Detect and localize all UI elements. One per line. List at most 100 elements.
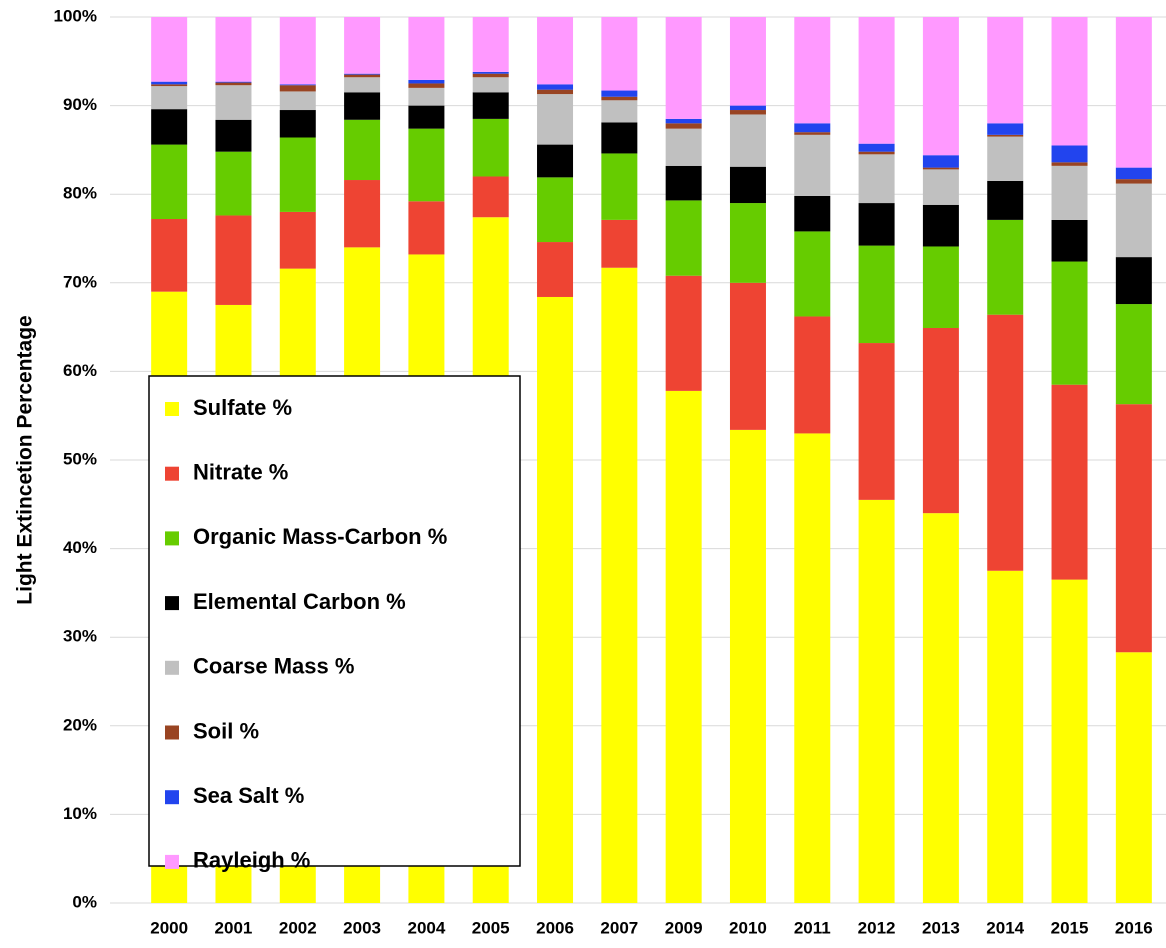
- y-tick-label: 90%: [63, 95, 97, 114]
- bar-segment: [601, 96, 638, 101]
- bar-segment: [601, 153, 638, 220]
- y-tick-label: 50%: [63, 449, 97, 468]
- bar-segment: [344, 119, 381, 181]
- x-tick-label: 2012: [858, 918, 896, 937]
- bar-segment: [344, 180, 381, 248]
- x-tick-label: 2002: [279, 918, 317, 937]
- bar-segment: [794, 17, 831, 124]
- bar-segment: [472, 71, 509, 74]
- bar-segment: [1051, 165, 1088, 220]
- bar-segment: [794, 132, 831, 135]
- bar-segment: [537, 177, 574, 243]
- bar-segment: [601, 267, 638, 903]
- x-tick-label: 2001: [215, 918, 253, 937]
- bar-segment: [215, 17, 252, 82]
- bar-segment: [665, 118, 702, 124]
- x-tick-label: 2014: [986, 918, 1024, 937]
- bar-segment: [1115, 179, 1152, 184]
- bar-segment: [794, 123, 831, 133]
- bar-segment: [1051, 17, 1088, 146]
- bar-segment: [987, 123, 1024, 135]
- y-tick-label: 10%: [63, 804, 97, 823]
- legend-swatch: [165, 790, 179, 805]
- y-tick-label: 70%: [63, 272, 97, 291]
- bar-segment: [344, 77, 381, 93]
- bar-segment: [279, 110, 316, 138]
- bar-segment: [1115, 652, 1152, 903]
- bar-segment: [408, 83, 445, 88]
- legend-swatch: [165, 854, 179, 869]
- bar-segment: [408, 128, 445, 202]
- bar-segment: [601, 90, 638, 97]
- y-tick-label: 30%: [63, 627, 97, 646]
- bar-segment: [408, 87, 445, 106]
- legend-box: [148, 375, 521, 867]
- bar-segment: [922, 204, 959, 247]
- bar-segment: [279, 211, 316, 269]
- legend-swatch: [165, 725, 179, 740]
- bar-segment: [1115, 167, 1152, 180]
- bar-segment: [408, 105, 445, 129]
- x-tick-label: 2005: [472, 918, 510, 937]
- bar-segment: [408, 17, 445, 80]
- bar-segment: [1115, 17, 1152, 168]
- bar-segment: [151, 81, 188, 85]
- bar-segment: [794, 134, 831, 196]
- bar-segment: [1051, 261, 1088, 385]
- legend-label: Rayleigh %: [193, 848, 310, 873]
- bar-segment: [537, 296, 574, 903]
- bar-segment: [922, 167, 959, 170]
- legend-label: Nitrate %: [193, 460, 288, 485]
- bar-segment: [922, 169, 959, 205]
- legend-label: Elemental Carbon %: [193, 589, 406, 614]
- bar-segment: [151, 86, 188, 110]
- bar-segment: [922, 327, 959, 514]
- bar-segment: [408, 201, 445, 255]
- bar-segment: [601, 219, 638, 268]
- bar-segment: [665, 390, 702, 904]
- bar-segment: [922, 155, 959, 168]
- bar-segment: [279, 137, 316, 212]
- bar-segment: [472, 17, 509, 72]
- bar-segment: [858, 499, 895, 903]
- bar-segment: [794, 316, 831, 434]
- bar-segment: [729, 110, 766, 115]
- bar-segment: [215, 81, 252, 83]
- bar-segment: [1115, 183, 1152, 258]
- bar-segment: [279, 91, 316, 111]
- x-tick-label: 2000: [150, 918, 188, 937]
- bar-segment: [1051, 145, 1088, 163]
- bar-segment: [858, 143, 895, 152]
- bar-segment: [472, 176, 509, 218]
- bar-segment: [151, 219, 188, 292]
- bar-segment: [987, 219, 1024, 315]
- y-tick-label: 60%: [63, 361, 97, 380]
- bar-segment: [665, 123, 702, 129]
- bar-segment: [344, 73, 381, 75]
- bar-segment: [408, 79, 445, 84]
- bar-segment: [922, 246, 959, 328]
- bar-segment: [1115, 404, 1152, 653]
- x-tick-label: 2006: [536, 918, 574, 937]
- x-tick-label: 2010: [729, 918, 767, 937]
- bar-segment: [858, 203, 895, 246]
- x-tick-label: 2009: [665, 918, 703, 937]
- bar-segment: [1115, 257, 1152, 305]
- bar-segment: [601, 122, 638, 154]
- bar-segment: [665, 275, 702, 391]
- bar-segment: [665, 128, 702, 166]
- bar-segment: [794, 195, 831, 232]
- bar-segment: [1051, 219, 1088, 262]
- bar-segment: [151, 109, 188, 145]
- bar-segment: [472, 118, 509, 177]
- legend-label: Soil %: [193, 718, 259, 743]
- bar-segment: [601, 17, 638, 91]
- y-tick-label: 0%: [72, 892, 97, 911]
- bar-segment: [922, 513, 959, 903]
- bar-segment: [729, 166, 766, 204]
- x-tick-label: 2007: [600, 918, 638, 937]
- bar-segment: [794, 231, 831, 317]
- bar-segment: [472, 77, 509, 93]
- legend-label: Sulfate %: [193, 395, 292, 420]
